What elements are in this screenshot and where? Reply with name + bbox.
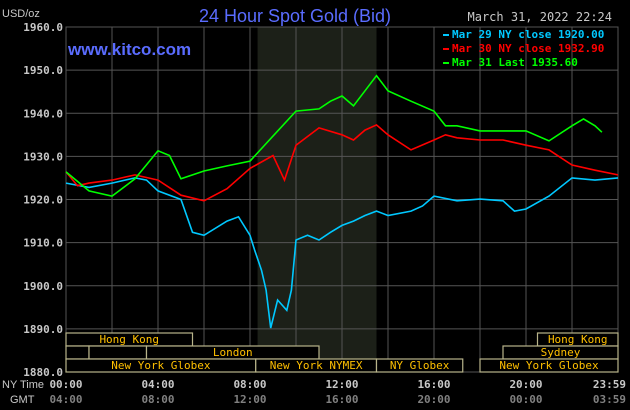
x-tick-gmt: 08:00 [141, 393, 174, 406]
session-bar [375, 358, 464, 373]
series-line-1 [65, 123, 619, 202]
session-bar [88, 345, 148, 360]
y-tick-label: 1950.0 [23, 64, 63, 77]
y-tick-label: 1960.0 [23, 21, 63, 34]
x-tick-gmt: 03:59 [593, 393, 626, 406]
y-tick-label: 1910.0 [23, 237, 63, 250]
y-unit-label: USD/oz [2, 8, 40, 20]
y-tick-label: 1880.0 [23, 366, 63, 379]
x-tick-ny: 16:00 [417, 378, 450, 391]
x-tick-gmt: 04:00 [49, 393, 82, 406]
y-tick-label: 1900.0 [23, 280, 63, 293]
gmt-label: GMT [10, 394, 35, 406]
x-tick-gmt: 12:00 [233, 393, 266, 406]
x-tick-gmt: 16:00 [325, 393, 358, 406]
legend-swatch [443, 62, 449, 64]
x-tick-ny: 23:59 [593, 378, 626, 391]
x-tick-ny: 20:00 [509, 378, 542, 391]
session-label: NY Globex [390, 359, 450, 372]
x-tick-ny: 00:00 [49, 378, 82, 391]
session-label: Sydney [541, 346, 581, 359]
kitco-watermark: www.kitco.com [67, 40, 191, 59]
chart-title: 24 Hour Spot Gold (Bid) [199, 6, 391, 26]
legend-entry: Mar 30 NY close 1932.90 [452, 42, 604, 55]
x-tick-ny: 12:00 [325, 378, 358, 391]
series-line-0 [65, 177, 619, 329]
legend-swatch [443, 48, 449, 50]
y-tick-label: 1920.0 [23, 194, 63, 207]
session-label: Hong Kong [548, 333, 608, 346]
x-tick-gmt: 00:00 [509, 393, 542, 406]
x-tick-gmt: 20:00 [417, 393, 450, 406]
session-label: New York Globex [499, 359, 599, 372]
session-label: London [213, 346, 253, 359]
y-tick-label: 1890.0 [23, 323, 63, 336]
legend-entry: Mar 31 Last 1935.60 [452, 56, 578, 69]
legend-swatch [443, 34, 449, 36]
x-tick-ny: 04:00 [141, 378, 174, 391]
session-label: New York NYMEX [270, 359, 363, 372]
legend-entry: Mar 29 NY close 1920.00 [452, 28, 604, 41]
timestamp: March 31, 2022 22:24 [468, 10, 613, 24]
series-line-2 [65, 74, 603, 197]
y-tick-label: 1940.0 [23, 107, 63, 120]
x-tick-ny: 08:00 [233, 378, 266, 391]
ny-time-label: NY Time [2, 379, 44, 391]
y-tick-label: 1930.0 [23, 150, 63, 163]
session-label: New York Globex [111, 359, 211, 372]
session-bar [479, 358, 619, 373]
session-label: Hong Kong [99, 333, 159, 346]
session-bar [65, 345, 90, 360]
